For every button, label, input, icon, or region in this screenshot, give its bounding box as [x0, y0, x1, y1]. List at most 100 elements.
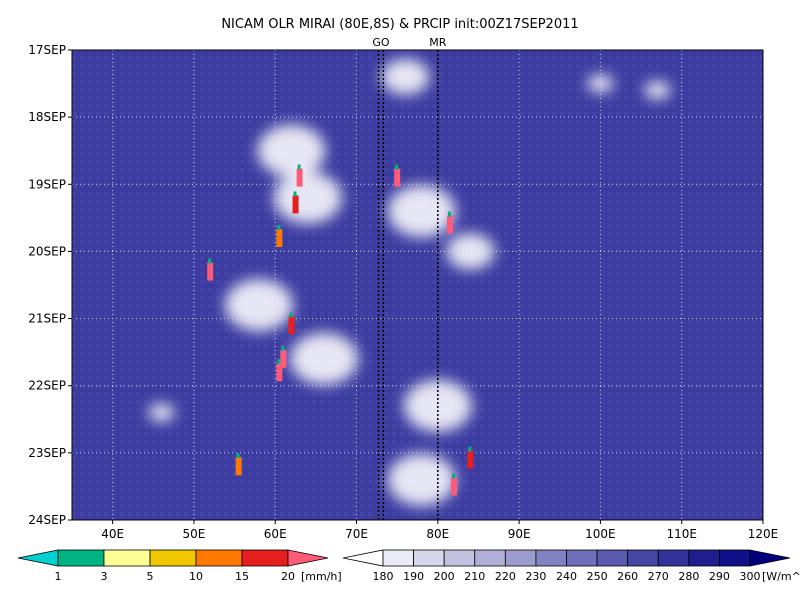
precip-cbar-level-5: 20 [281, 570, 295, 583]
marker-label-1: MR [429, 36, 446, 49]
cloud-cluster-1 [273, 171, 342, 224]
olr-cbar-swatch-2 [413, 549, 445, 567]
precip-edge-4 [289, 312, 293, 318]
x-tick-label-3: 70E [345, 527, 368, 541]
precip-colorbar: 1 3 5 10 15 20 [mm/h] [17, 549, 342, 583]
olr-cbar-level-4: 220 [495, 570, 516, 583]
x-tick-label-4: 80E [426, 527, 449, 541]
olr-cbar-swatch-12 [719, 549, 751, 567]
y-tick-label-6: 23SEP [28, 446, 66, 460]
olr-cbar-swatch-11 [688, 549, 720, 567]
cloud-cluster-9 [148, 403, 175, 422]
precip-spot-0 [296, 168, 303, 187]
cloud-cluster-2 [224, 279, 293, 332]
precip-spots [207, 164, 474, 496]
olr-cbar-swatch-9 [627, 549, 659, 567]
olr-cbar-swatch-13 [749, 549, 791, 567]
olr-cbar-level-3: 210 [464, 570, 485, 583]
cloud-cluster-11 [644, 81, 671, 100]
cloud-clusters [148, 58, 671, 506]
precip-cbar-unit: [mm/h] [301, 570, 342, 583]
olr-cbar-level-7: 250 [587, 570, 608, 583]
precip-spot-10 [235, 457, 242, 476]
precip-edge-7 [448, 211, 452, 217]
precip-spot-2 [276, 229, 283, 247]
precip-cbar-level-3: 10 [189, 570, 203, 583]
precip-cbar-level-2: 5 [147, 570, 154, 583]
chart-title: NICAM OLR MIRAI (80E,8S) & PRCIP init:00… [221, 17, 578, 32]
olr-background-field [72, 50, 763, 520]
olr-cbar-swatch-8 [596, 549, 629, 567]
precip-spot-3 [207, 262, 214, 281]
precip-cbar-level-1: 3 [101, 570, 108, 583]
precip-cbar-level-0: 1 [55, 570, 62, 583]
precip-spot-4 [288, 316, 295, 335]
precip-cbar-swatch-1 [57, 549, 105, 567]
precip-spot-9 [451, 477, 458, 496]
x-tick-label-7: 110E [666, 527, 697, 541]
olr-cbar-swatch-10 [657, 549, 690, 567]
precip-edge-5 [281, 345, 285, 351]
olr-cbar-swatch-1 [382, 549, 414, 567]
cloud-cluster-8 [387, 453, 456, 506]
olr-cbar-level-8: 260 [617, 570, 638, 583]
cloud-cluster-4 [381, 58, 430, 95]
y-tick-label-0: 17SEP [28, 43, 66, 57]
plot-area [72, 50, 763, 520]
olr-cbar-level-1: 190 [403, 570, 424, 583]
olr-cbar-swatch-7 [566, 549, 598, 567]
olr-cbar-level-2: 200 [434, 570, 455, 583]
olr-cbar-level-0: 180 [373, 570, 394, 583]
y-tick-label-1: 18SEP [28, 110, 66, 124]
precip-cbar-swatch-6 [287, 549, 329, 567]
y-tick-label-7: 24SEP [28, 513, 66, 527]
precip-spot-1 [292, 195, 299, 214]
olr-cbar-unit: [W/m^2] [762, 570, 800, 583]
olr-cbar-swatch-0 [342, 549, 384, 567]
cloud-cluster-6 [446, 233, 495, 270]
cloud-cluster-7 [403, 379, 472, 432]
precip-edge-0 [297, 164, 301, 170]
precip-spot-6 [276, 363, 283, 382]
plot-frame [71, 49, 764, 521]
precip-cbar-swatch-5 [241, 549, 289, 567]
olr-colorbar: 180 190 200 210 220 230 240 250 260 270 280 290 300[… [342, 549, 800, 583]
x-tick-label-1: 50E [183, 527, 206, 541]
precip-spot-11 [394, 168, 401, 187]
precip-edge-6 [277, 359, 281, 365]
olr-cbar-swatch-5 [504, 549, 537, 567]
precip-cbar-swatch-4 [195, 549, 243, 567]
precip-cbar-swatch-3 [149, 549, 197, 567]
y-tick-label-5: 22SEP [28, 379, 66, 393]
olr-cbar-level-6: 240 [556, 570, 577, 583]
precip-cbar-swatch-0 [17, 549, 59, 567]
precip-edge-1 [293, 191, 297, 197]
x-tick-label-6: 100E [585, 527, 616, 541]
olr-cbar-level-10: 280 [678, 570, 699, 583]
olr-cbar-level-9: 270 [648, 570, 669, 583]
x-axis: 40E 50E 60E 70E 80E 90E 100E 110E 120E [101, 520, 778, 541]
x-tick-label-5: 90E [508, 527, 531, 541]
precip-spot-7 [447, 215, 454, 234]
precip-edge-2 [277, 225, 281, 230]
precip-edge-3 [208, 258, 212, 264]
precip-edge-11 [395, 164, 399, 170]
y-tick-label-4: 21SEP [28, 312, 66, 326]
marker-labels: GO MR [372, 36, 446, 49]
precip-edge-10 [236, 453, 240, 459]
olr-cbar-level-11: 290 [709, 570, 730, 583]
y-tick-label-3: 20SEP [28, 244, 66, 258]
y-tick-label-2: 19SEP [28, 177, 66, 191]
precip-edge-9 [452, 473, 456, 479]
olr-cbar-level-5: 230 [525, 570, 546, 583]
cloud-cluster-0 [257, 124, 326, 177]
olr-cbar-swatch-6 [535, 549, 567, 567]
cloud-cluster-5 [387, 185, 456, 238]
x-tick-label-2: 60E [264, 527, 287, 541]
olr-cbar-swatch-3 [443, 549, 476, 567]
cloud-cluster-3 [290, 332, 359, 385]
olr-cbar-swatch-4 [474, 549, 506, 567]
y-axis: 17SEP 18SEP 19SEP 20SEP 21SEP 22SEP 23SEP 24SEP [28, 43, 72, 527]
x-tick-label-8: 120E [748, 527, 779, 541]
